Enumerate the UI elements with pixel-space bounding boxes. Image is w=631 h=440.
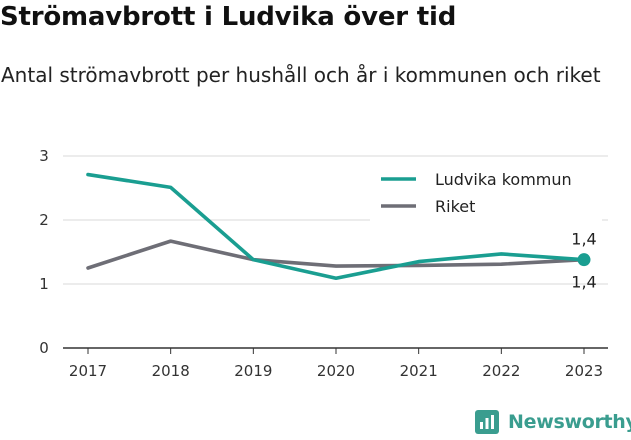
y-tick-label: 0: [39, 339, 49, 357]
x-tick-label: 2022: [482, 362, 520, 380]
data-labels: 1,4 1,4: [571, 230, 596, 292]
x-tick-label: 2020: [317, 362, 355, 380]
x-tick-label: 2018: [152, 362, 190, 380]
x-tick-label: 2019: [234, 362, 272, 380]
y-tick-label: 3: [39, 147, 49, 165]
end-point-marker: [577, 253, 591, 267]
series-line-ludvika-kommun: [86, 172, 586, 281]
chart-subtitle: Antal strömavbrott per hushåll och år i …: [1, 63, 601, 87]
legend-label: Riket: [435, 197, 475, 216]
x-tick-label: 2017: [69, 362, 107, 380]
legend: Ludvika kommun Riket: [370, 160, 602, 222]
data-label-ludvika: 1,4: [571, 230, 596, 249]
series-lines: [86, 172, 591, 281]
y-axis: 0 1 2 3: [39, 147, 49, 357]
legend-background: [370, 160, 602, 222]
data-label-riket: 1,4: [571, 273, 596, 292]
x-tick-label: 2023: [565, 362, 603, 380]
chart-title: Strömavbrott i Ludvika över tid: [0, 2, 457, 32]
y-tick-label: 1: [39, 275, 49, 293]
x-axis: 2017 2018 2019 2020 2021 2022 2023: [69, 348, 603, 380]
newsworthy-brand: Newsworthy: [474, 404, 631, 440]
newsworthy-logo-icon: [475, 410, 499, 434]
legend-label: Ludvika kommun: [435, 170, 572, 189]
series-line-riket: [86, 239, 586, 270]
brand-name: Newsworthy: [508, 411, 631, 433]
y-tick-label: 2: [39, 211, 49, 229]
x-tick-label: 2021: [400, 362, 438, 380]
